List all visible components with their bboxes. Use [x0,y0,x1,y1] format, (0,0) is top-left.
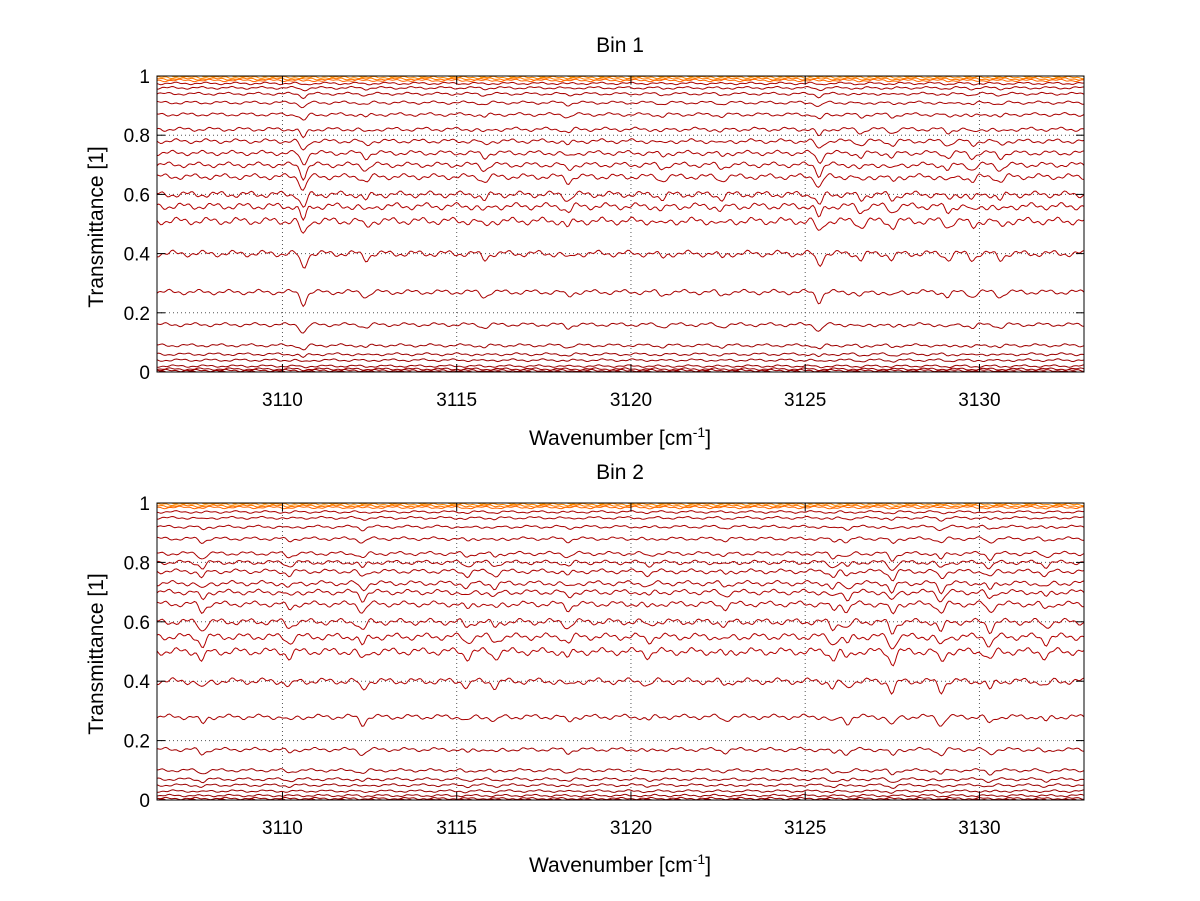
series-line [156,161,1085,182]
series-line [156,172,1085,191]
series-line [156,646,1085,667]
x-tick-label: 3110 [262,818,303,839]
y-tick-label: 0.8 [124,126,150,147]
series-line [156,536,1085,545]
series-line [156,190,1085,208]
series-line [156,343,1085,351]
y-tick-label: 0.2 [124,304,150,325]
y-tick-label: 0.4 [124,672,151,693]
chart-title: Bin 1 [596,34,644,57]
series-line [156,249,1085,269]
x-tick-label: 3115 [436,390,477,411]
y-ticks: 0 0.2 0.4 0.6 0.8 1 [124,67,1084,384]
x-ticks: 3110 3115 3120 3125 3130 [262,76,1001,411]
series-line [156,201,1085,222]
chart-title: Bin 2 [596,461,644,484]
series-line [156,793,1085,798]
y-ticks: 0 0.2 0.4 0.6 0.8 1 [124,494,1084,812]
series-line [156,588,1085,603]
series-line [156,617,1085,635]
y-tick-label: 1 [139,494,150,515]
series-line [156,126,1085,139]
y-tick-label: 0.6 [124,613,150,634]
x-axis-label: Wavenumber [cm-1] [529,851,711,877]
series-line [157,550,1085,562]
y-tick-label: 0.2 [124,732,150,753]
series-line [156,85,1085,92]
series-line [156,746,1085,757]
series-line [156,91,1085,100]
series-line [156,677,1085,695]
series-line [157,364,1085,369]
series-line [156,77,1085,81]
series-line [156,568,1085,582]
grid [157,75,1084,373]
series-line [156,288,1085,308]
series-line [156,100,1084,109]
y-tick-label: 0.6 [124,185,150,206]
series-line [157,789,1085,794]
series-line [156,600,1085,615]
x-tick-label: 3130 [958,390,1000,411]
chart-panel-bin1: Bin 1 3110 3115 3120 3125 3130 0 0.2 0.4 0.6 0.8… [85,34,1085,450]
series-line [156,216,1085,234]
x-tick-label: 3125 [784,390,826,411]
series-group [156,502,1085,801]
series-line [156,358,1085,363]
x-tick-label: 3120 [610,390,652,411]
series-line [156,149,1085,166]
series-line [156,524,1085,532]
series-line [156,368,1085,373]
y-tick-label: 0.4 [124,245,151,266]
y-tick-label: 0 [139,363,150,384]
series-line [156,777,1085,784]
series-line [156,559,1085,571]
x-tick-label: 3120 [610,818,652,839]
y-tick-label: 0 [139,791,150,812]
series-line [156,579,1085,595]
chart-panel-bin2: Bin 2 3110 3115 3120 3125 3130 0 0.2 0.4 0.6 0.8… [85,461,1085,877]
series-line [156,713,1085,727]
series-line [156,632,1085,650]
x-ticks: 3110 3115 3120 3125 3130 [262,503,1001,839]
series-line [156,796,1085,801]
y-tick-label: 0.8 [124,553,150,574]
series-line [156,515,1085,522]
series-line [156,767,1085,776]
series-line [156,505,1085,510]
series-line [156,75,1084,80]
x-tick-label: 3110 [262,390,303,411]
x-tick-label: 3130 [958,818,1000,839]
series-line [156,504,1085,508]
x-tick-label: 3125 [784,818,826,839]
plot-frame [156,502,1085,801]
grid [157,502,1084,801]
y-tick-label: 1 [139,67,150,88]
series-line [156,138,1085,151]
series-line [156,510,1085,515]
y-axis-label: Transmittance [1] [85,573,108,734]
y-axis-label: Transmittance [1] [85,146,108,307]
series-line [156,783,1085,790]
plot-frame [156,75,1085,373]
series-line [156,352,1085,358]
series-line [156,502,1084,507]
series-line [156,78,1085,83]
x-axis-label: Wavenumber [cm-1] [529,424,711,450]
series-line [156,321,1085,334]
series-group [156,75,1085,373]
x-tick-label: 3115 [436,818,477,839]
series-line [156,81,1085,86]
series-line [156,111,1085,121]
